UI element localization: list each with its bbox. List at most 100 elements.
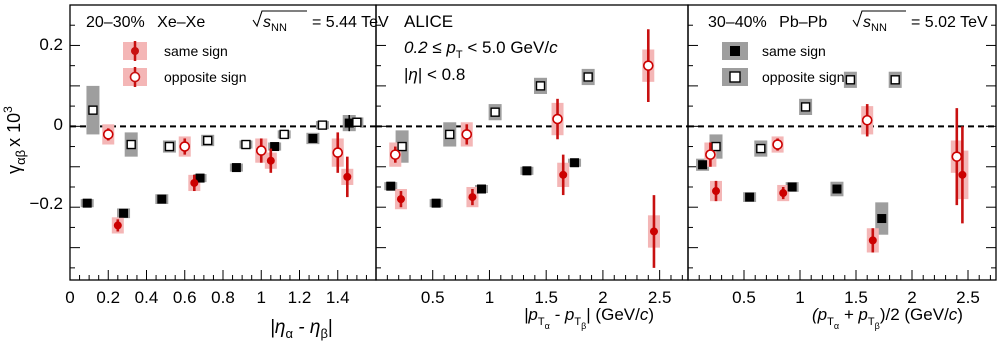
data-point-opposite-sign [705,149,716,160]
right-sqrt-sign [852,10,906,28]
left-annotation: 20–30% Xe–Xe sNN = 5.44 TeV [86,10,389,34]
right-system: Pb–Pb [779,14,827,31]
data-point-opposite-sign [772,139,783,150]
experiment-label: ALICE [404,12,453,31]
data-point-same-sign [266,156,275,165]
x-axis-title-left: |ηα - ηβ| [270,317,333,341]
svg-text:30–40% Pb–Pb: 30–40% Pb–Pb [708,14,827,31]
left-legend: same sign opposite sign [123,41,247,87]
data-point-same-sign [559,170,568,179]
data-point-opposite-sign [279,129,289,140]
data-point-same-sign [190,178,199,187]
y-axis-symbol: γ [4,165,24,174]
data-point-opposite-sign [389,149,401,160]
data-point-same-sign [82,198,92,208]
y-tick-label: 0.2 [39,35,63,54]
data-point-same-sign [343,172,352,181]
data-point-opposite-sign [890,75,900,85]
svg-text:|pTα - pTβ| (GeV/c): |pTα - pTβ| (GeV/c) [524,305,654,331]
plot-layer: 0 0.2 0.4 0.6 0.8 1 1.2 1.4 0.5 1 1.5 2 2.5 0.5 1 1.5 2 2… [65,4,996,307]
x-tick-label: 1.2 [288,288,312,307]
pt-range-b: < 5.0 GeV/ [463,38,550,57]
svg-text:|η| < 0.8: |η| < 0.8 [404,65,465,84]
y-axis-title: γαβ x 103 [1,106,28,174]
y-tick-label: −0.2 [29,194,63,213]
eta-range-b: η [408,65,417,84]
data-point-same-sign [477,184,487,194]
middle-annotation: ALICE 0.2 ≤ pT < 5.0 GeV/c |η| < 0.8 [404,12,558,84]
data-point-same-sign [396,195,405,204]
legend-opposite-label: opposite sign [762,69,845,85]
x-tick-label: 1 [485,288,494,307]
data-point-opposite-sign [164,141,175,152]
x-tick-label: 0.5 [732,288,756,307]
data-point-same-sign [868,236,877,245]
data-point-same-sign [119,208,129,218]
x-tick-label: 2 [598,288,607,307]
svg-text:sNN: sNN [263,14,287,34]
pt-range-sub: T [456,49,463,61]
left-system: Xe–Xe [157,14,205,31]
data-point-opposite-sign [461,129,473,140]
y-axis-subscript: αβ [13,150,28,165]
data-point-same-sign [712,187,720,196]
legend-same-marker [730,46,740,56]
left-sqrt-sign [252,10,307,28]
x-tick-label: 0.5 [421,288,445,307]
data-point-same-sign [649,227,658,236]
svg-text:γαβx 103: γαβ x 103 [1,106,28,174]
svg-text:|ηα - ηβ|: |ηα - ηβ| [270,317,333,341]
right-legend: same sign opposite sign [722,42,845,86]
data-point-opposite-sign [861,114,873,126]
data-point-same-sign [570,158,580,168]
y-axis-suffix: x 10 [4,113,24,147]
legend-same-label: same sign [762,43,826,59]
data-point-same-sign [779,189,788,198]
right-centrality: 30–40% [708,14,767,31]
data-point-same-sign [787,182,797,192]
data-point-same-sign [344,118,354,128]
left-energy: = 5.44 TeV [312,14,389,31]
legend-opposite-marker [729,71,741,83]
data-point-same-sign [270,142,280,152]
eta-range-a: | [404,65,408,84]
data-point-opposite-sign [255,145,267,156]
y-axis-exponent: 3 [1,106,15,113]
pt-range-a: 0.2 ≤ p [404,38,456,57]
data-point-opposite-sign [102,129,114,140]
data-point-same-sign [113,221,122,230]
data-point-opposite-sign [352,117,362,127]
right-energy: = 5.02 TeV [911,14,988,31]
svg-text:20–30% Xe–Xe: 20–30% Xe–Xe [86,14,205,31]
data-point-opposite-sign [179,141,191,152]
data-point-same-sign [231,163,241,173]
data-point-opposite-sign [800,102,811,112]
data-point-same-sign [877,214,887,224]
legend-same-marker [131,47,139,55]
legend-opposite-label: opposite sign [164,69,247,85]
legend-same-label: same sign [164,43,228,59]
data-point-same-sign [832,184,842,194]
eta-range-c: | < 0.8 [418,65,465,84]
data-point-opposite-sign [317,120,328,130]
y-tick-labels: −0.2 0 0.2 [29,35,63,213]
x-tick-label: 0.2 [96,288,120,307]
pt-range-c: c [549,38,558,57]
data-point-same-sign [958,170,967,179]
x-tick-label: 0.8 [211,288,235,307]
data-point-same-sign [698,160,708,170]
svg-text:(pTα + pTβ)/2 (GeV/c): (pTα + pTβ)/2 (GeV/c) [812,305,963,331]
data-point-opposite-sign [397,141,407,152]
y-tick-label: 0 [54,115,63,134]
x-tick-label: 1.5 [534,288,558,307]
svg-text:0.2 ≤ pT < 5.0 GeV/c: 0.2 ≤ pT < 5.0 GeV/c [404,38,558,61]
x-tick-label: 1.4 [326,288,350,307]
data-point-opposite-sign [711,141,721,152]
data-point-opposite-sign [490,107,500,117]
data-point-same-sign [431,198,441,208]
x-tick-label: 1 [795,288,804,307]
data-point-opposite-sign [535,81,546,91]
data-point-same-sign [522,166,532,176]
x-tick-label: 2.5 [956,288,980,307]
